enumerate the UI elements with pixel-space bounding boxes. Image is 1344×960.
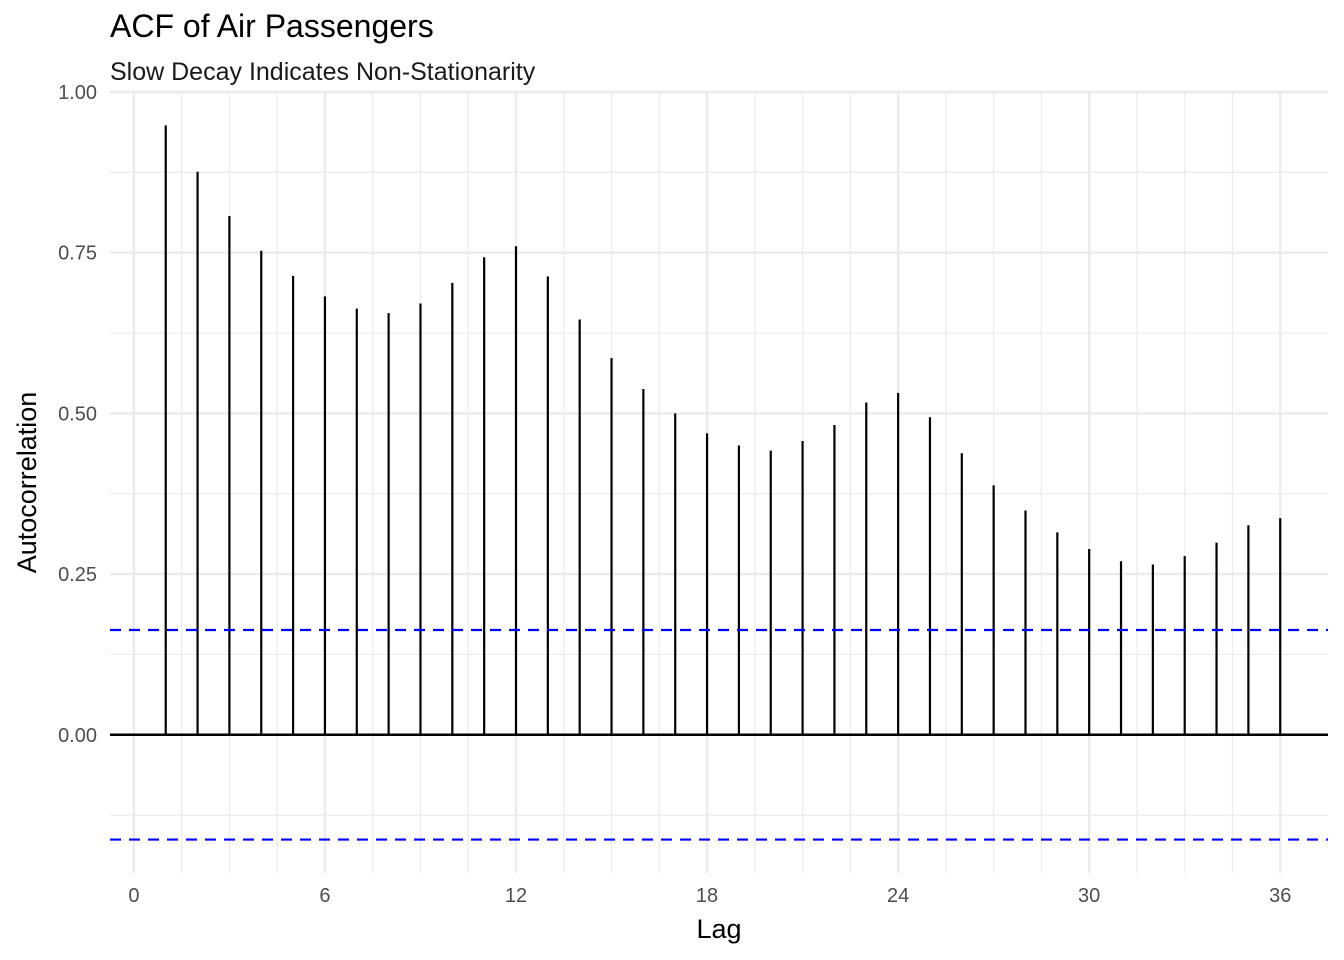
y-tick-label: 0.75 [58,243,97,265]
x-tick-label: 24 [887,885,909,907]
x-tick-label: 36 [1269,885,1291,907]
chart-title: ACF of Air Passengers [110,8,434,44]
x-tick-label: 18 [696,885,718,907]
x-tick-label: 6 [319,885,330,907]
y-tick-label: 0.25 [58,564,97,586]
y-axis-title: Autocorrelation [12,392,42,574]
y-tick-label: 1.00 [58,82,97,104]
confidence-bounds [110,628,1328,841]
x-tick-label: 0 [128,885,139,907]
x-axis-title: Lag [696,914,741,944]
y-axis-tick-labels: 0.00 0.25 0.50 0.75 1.00 [58,82,97,747]
chart-subtitle: Slow Decay Indicates Non-Stationarity [110,58,536,86]
acf-bars [110,125,1328,737]
y-tick-label: 0.50 [58,403,97,425]
x-tick-label: 30 [1078,885,1100,907]
x-tick-label: 12 [505,885,527,907]
y-tick-label: 0.00 [58,725,97,747]
x-axis-tick-labels: 0 6 12 18 24 30 36 [128,885,1291,907]
